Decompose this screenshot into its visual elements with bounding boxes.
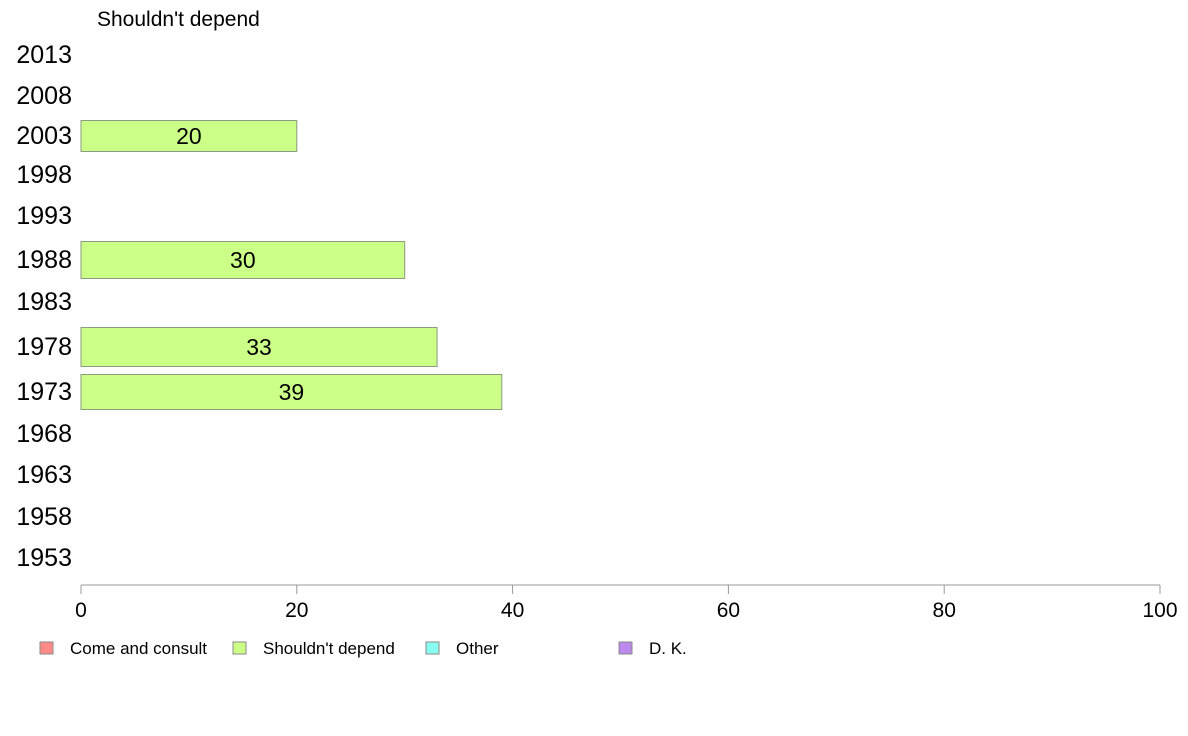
legend-label: D. K. [649,639,687,658]
bars: 20 30 33 39 [80,120,503,410]
legend-label: Come and consult [70,639,207,658]
bar [80,120,298,152]
bar-data-label: 30 [230,247,256,273]
y-tick-label: 2003 [16,122,72,150]
legend-label: Other [456,639,499,658]
bar [80,374,503,410]
y-axis-labels: 2013 2008 2003 1998 1993 1988 1983 1978 1973 1968… [16,41,72,572]
y-tick-label: 1988 [16,246,72,274]
y-tick-label: 1958 [16,503,72,531]
y-tick-label: 1993 [16,202,72,230]
bar [80,241,406,279]
bar [80,327,438,367]
y-tick-label: 1953 [16,544,72,572]
legend-swatch [232,641,247,655]
legend: Come and consult Shouldn't depend Other D. … [39,639,687,658]
y-tick-label: 1983 [16,288,72,316]
y-tick-label: 1973 [16,378,72,406]
x-tick-label: 60 [717,599,740,622]
bar-data-label: 33 [246,334,272,360]
x-axis: 0 20 40 60 80 100 [75,584,1178,622]
y-tick-label: 1978 [16,333,72,361]
bar-data-label: 39 [279,379,305,405]
y-tick-label: 2008 [16,82,72,110]
y-tick-label: 2013 [16,41,72,69]
x-tick-label: 20 [285,599,308,622]
y-tick-label: 1963 [16,461,72,489]
y-tick-label: 1998 [16,161,72,189]
x-tick-label: 0 [75,599,87,622]
x-tick-label: 80 [933,599,956,622]
legend-swatch [618,641,633,655]
chart-title: Shouldn't depend [97,8,260,31]
bar-data-label: 20 [176,123,202,149]
x-tick-label: 100 [1142,599,1177,622]
x-tick-label: 40 [501,599,524,622]
legend-label: Shouldn't depend [263,639,395,658]
legend-swatch [39,641,54,655]
legend-swatch [425,641,440,655]
y-tick-label: 1968 [16,420,72,448]
